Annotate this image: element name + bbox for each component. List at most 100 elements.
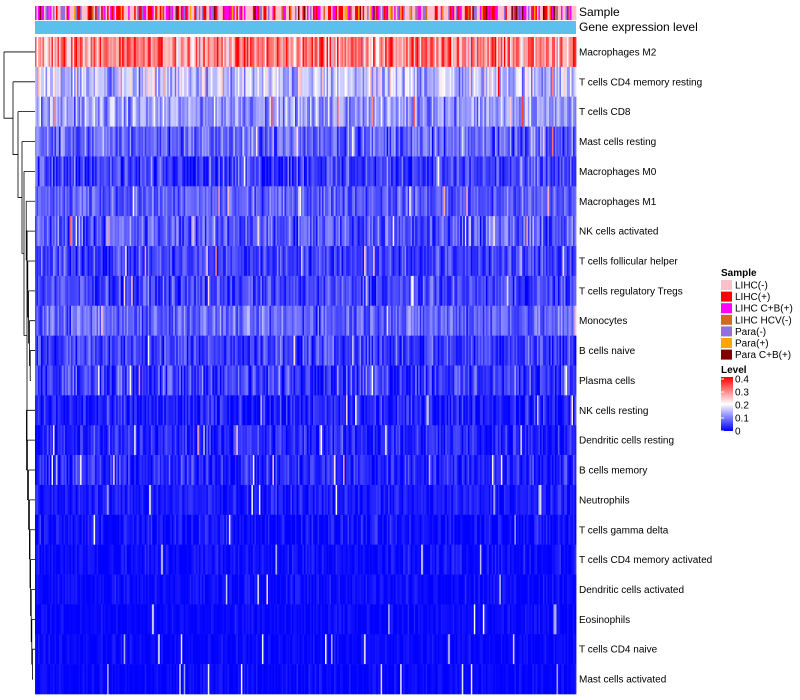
heatmap-cell	[156, 365, 159, 396]
heatmap-cell	[237, 305, 240, 336]
heatmap-cell	[364, 365, 367, 396]
heatmap-cell	[517, 37, 520, 68]
heatmap-cell	[287, 395, 290, 426]
heatmap-cell	[51, 395, 54, 426]
heatmap-cell	[349, 37, 351, 68]
heatmap-cell	[437, 246, 440, 277]
heatmap-cell	[119, 365, 122, 396]
heatmap-cell	[222, 365, 225, 396]
heatmap-cell	[189, 365, 192, 396]
heatmap-cell	[209, 96, 212, 127]
sample-annotation-cell	[126, 6, 129, 20]
heatmap-cell	[56, 37, 58, 68]
heatmap-cell	[386, 126, 389, 157]
heatmap-cell	[138, 156, 141, 187]
heatmap-cell	[296, 66, 299, 98]
heatmap-cell	[338, 365, 341, 396]
heatmap-cell	[216, 66, 219, 98]
heatmap-cell	[442, 305, 445, 336]
heatmap-cell	[457, 246, 460, 277]
heatmap-cell	[571, 365, 574, 396]
heatmap-cell	[221, 335, 224, 366]
heatmap-cell	[59, 305, 61, 336]
heatmap-cell	[236, 365, 239, 396]
heatmap-cell	[329, 395, 332, 426]
heatmap-cell	[389, 275, 392, 307]
heatmap-cell	[39, 126, 42, 157]
heatmap-cell	[491, 37, 494, 68]
heatmap-cell	[171, 365, 174, 396]
heatmap-row	[35, 335, 577, 366]
heatmap-cell	[452, 126, 455, 157]
heatmap-cell	[557, 66, 560, 98]
heatmap-cell	[47, 365, 49, 396]
heatmap-cell	[464, 395, 467, 426]
heatmap-cell	[311, 246, 314, 277]
heatmap-cell	[114, 66, 117, 98]
heatmap-cell	[231, 186, 234, 217]
sample-annotation-cell	[287, 6, 290, 20]
sample-annotation-cell	[371, 6, 374, 20]
heatmap-cell	[367, 395, 370, 426]
heatmap-cell	[391, 335, 394, 366]
heatmap-cell	[353, 365, 356, 396]
heatmap-cell	[131, 37, 134, 68]
heatmap-cell	[490, 96, 493, 127]
heatmap-cell	[51, 156, 54, 187]
heatmap-cell	[288, 335, 291, 366]
heatmap-cell	[56, 395, 58, 426]
heatmap-cell	[562, 246, 565, 277]
heatmap-cell	[512, 365, 515, 396]
heatmap-cell	[206, 335, 209, 366]
heatmap-cell	[562, 126, 565, 157]
heatmap-cell	[371, 305, 374, 336]
heatmap-cell	[246, 395, 249, 426]
heatmap-cell	[77, 96, 79, 127]
heatmap-cell	[533, 365, 536, 396]
heatmap-cell	[397, 305, 400, 336]
heatmap-cell	[96, 335, 99, 366]
heatmap-cell	[212, 156, 215, 187]
heatmap-cell	[551, 275, 554, 307]
heatmap-cell	[323, 275, 326, 307]
heatmap-cell	[125, 186, 128, 217]
heatmap-cell	[368, 246, 371, 277]
heatmap-cell	[132, 305, 135, 336]
heatmap-cell	[367, 216, 370, 247]
heatmap-cell	[147, 186, 150, 217]
heatmap-cell	[353, 96, 356, 127]
heatmap-row	[35, 96, 577, 127]
heatmap-cell	[347, 365, 350, 396]
heatmap-cell	[557, 96, 560, 127]
heatmap-cell	[436, 246, 439, 277]
heatmap-cell	[458, 305, 461, 336]
heatmap-cell	[77, 365, 79, 396]
heatmap-cell	[249, 365, 252, 396]
heatmap-cell	[273, 156, 276, 187]
heatmap-cell	[129, 66, 132, 98]
heatmap-cell	[201, 395, 204, 426]
heatmap-cell	[155, 37, 158, 68]
heatmap-cell	[117, 275, 120, 307]
heatmap-cell	[188, 66, 191, 98]
heatmap-cell	[35, 66, 37, 98]
heatmap-cell	[131, 365, 134, 396]
heatmap-cell	[150, 37, 153, 68]
heatmap-cell	[434, 126, 437, 157]
heatmap-cell	[443, 126, 446, 157]
sample-annotation-cell	[409, 6, 412, 20]
heatmap-cell	[457, 66, 460, 98]
heatmap-cell	[550, 37, 553, 68]
heatmap-cell	[538, 335, 541, 366]
heatmap-cell	[180, 395, 183, 426]
heatmap-cell	[155, 96, 158, 127]
heatmap-cell	[520, 66, 523, 98]
heatmap-cell	[383, 216, 386, 247]
sample-annotation-cell	[201, 6, 204, 20]
heatmap-cell	[544, 186, 547, 217]
heatmap-cell	[39, 186, 42, 217]
heatmap-cell	[128, 156, 131, 187]
heatmap-cell	[269, 126, 272, 157]
heatmap-cell	[515, 96, 518, 127]
heatmap-cell	[493, 365, 496, 396]
